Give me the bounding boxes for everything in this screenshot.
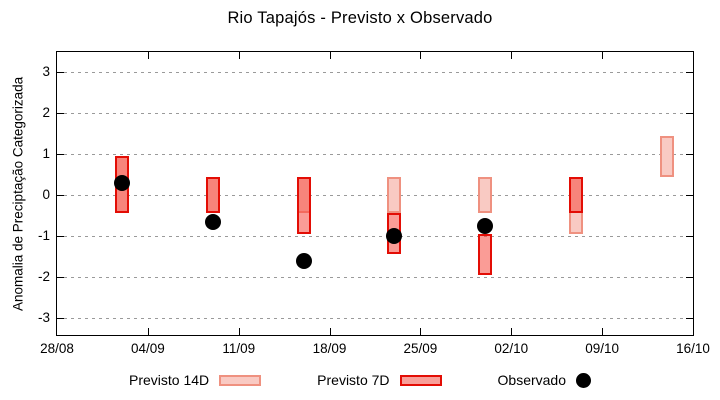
- y-tick-label: 2: [42, 105, 50, 120]
- gridline: [57, 154, 693, 155]
- y-tick-label: 0: [42, 187, 50, 202]
- x-tick-mark: [147, 328, 149, 335]
- x-tick-label: 02/10: [494, 341, 529, 356]
- x-tick-label: 18/09: [312, 341, 347, 356]
- x-tick-label: 28/08: [40, 341, 74, 356]
- x-tick-label: 16/10: [676, 341, 710, 356]
- gridline: [57, 277, 693, 278]
- y-tick-mark: [57, 318, 64, 319]
- forecast-14d-bar: [660, 135, 675, 177]
- forecast-14d-swatch-icon: [219, 374, 262, 386]
- plot-area: [56, 51, 694, 336]
- y-tick-mark: [686, 236, 693, 237]
- legend-item-observado: Observado: [498, 372, 591, 388]
- x-tick-mark: [238, 328, 240, 335]
- x-tick-mark: [511, 52, 513, 59]
- x-tick-mark: [147, 52, 149, 59]
- y-tick-mark: [686, 72, 693, 73]
- forecast-7d-swatch-icon: [399, 374, 442, 386]
- y-tick-mark: [57, 195, 64, 196]
- y-tick-mark: [57, 72, 64, 73]
- x-tick-mark: [511, 328, 513, 335]
- legend-item-previsto-7d: Previsto 7D: [317, 372, 442, 388]
- observed-dot-icon: [576, 372, 591, 388]
- x-tick-mark: [420, 52, 422, 59]
- y-tick-label: 3: [42, 64, 50, 79]
- forecast-14d-bar: [478, 176, 493, 214]
- x-tick-mark: [602, 328, 604, 335]
- x-tick-label: 04/09: [130, 341, 165, 356]
- y-tick-label: -1: [37, 228, 50, 243]
- forecast-7d-bar: [569, 176, 584, 214]
- gridline: [57, 72, 693, 73]
- y-tick-label: -3: [37, 310, 50, 325]
- x-tick-mark: [329, 328, 331, 335]
- y-tick-mark: [686, 195, 693, 196]
- legend-item-previsto-14d: Previsto 14D: [129, 372, 262, 388]
- x-tick-label: 11/09: [222, 341, 256, 356]
- observed-dot: [204, 213, 221, 230]
- legend-label-previsto-7d: Previsto 7D: [317, 372, 390, 388]
- x-tick-label: 09/10: [585, 341, 620, 356]
- forecast-7d-bar: [205, 176, 220, 214]
- observed-dot: [295, 252, 312, 269]
- x-tick-label: 25/09: [403, 341, 438, 356]
- forecast-14d-bar: [387, 176, 402, 214]
- observed-dot: [113, 174, 130, 191]
- y-tick-label: -2: [37, 269, 50, 284]
- gridline: [57, 318, 693, 319]
- y-tick-label: 1: [42, 146, 50, 161]
- y-tick-mark: [686, 277, 693, 278]
- x-tick-mark: [602, 52, 604, 59]
- x-tick-mark: [329, 52, 331, 59]
- legend: Previsto 14D Previsto 7D Observado: [0, 372, 720, 388]
- y-tick-mark: [57, 113, 64, 114]
- observed-dot: [386, 228, 403, 244]
- x-tick-mark: [420, 328, 422, 335]
- y-tick-mark: [57, 277, 64, 278]
- forecast-7d-bar: [296, 176, 311, 234]
- legend-label-observado: Observado: [497, 372, 566, 388]
- chart-title: Rio Tapajós - Previsto x Observado: [227, 9, 493, 27]
- gridline: [57, 236, 693, 237]
- y-tick-mark: [686, 113, 693, 114]
- y-tick-mark: [57, 236, 64, 237]
- x-tick-mark: [238, 52, 240, 59]
- y-tick-mark: [686, 318, 693, 319]
- y-tick-mark: [686, 154, 693, 155]
- y-tick-mark: [57, 154, 64, 155]
- observed-dot: [477, 217, 494, 234]
- legend-label-previsto-14d: Previsto 14D: [129, 372, 210, 388]
- gridline: [57, 195, 693, 196]
- forecast-7d-bar: [478, 233, 493, 275]
- gridline: [57, 113, 693, 114]
